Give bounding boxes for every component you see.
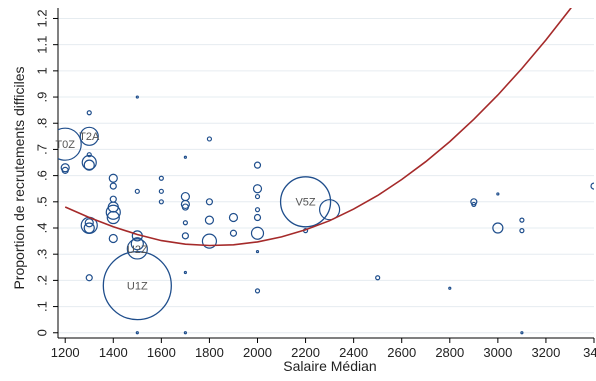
data-point [201,233,218,249]
data-point [590,182,594,190]
data-point [83,159,95,171]
data-point [519,228,525,234]
data-point [319,199,341,221]
data-point [126,238,148,260]
data-point [85,274,93,282]
y-tick-label: 1.2 [35,9,50,27]
data-label: U1Z [127,280,148,292]
x-tick-label: 340 [583,345,596,360]
fit-curve-layer [64,8,572,247]
data-label: U2Z [127,244,148,256]
x-tick-label: 1800 [195,345,224,360]
data-point [158,199,164,205]
data-point [204,215,215,225]
data-point [182,220,188,226]
y-tick-label: 1.1 [35,36,50,54]
gridlines [58,17,594,334]
data-point [228,212,239,223]
data-label: T2A [79,131,100,143]
data-point [86,152,92,158]
data-points [58,95,594,335]
data-point [109,182,117,190]
data-point [60,163,70,173]
x-tick-label: 1400 [99,345,128,360]
data-point [254,193,261,200]
data-point [106,210,120,225]
y-tick-label: 1 [35,67,50,74]
y-tick-label: .4 [35,223,50,234]
y-tick-label: .7 [35,144,50,155]
data-point [183,270,187,275]
x-tick-label: 2800 [435,345,464,360]
data-point [84,218,94,228]
y-tick-label: .3 [35,249,50,260]
data-point [250,226,265,240]
data-point [496,192,500,196]
data-point [448,286,452,290]
data-point [470,198,478,206]
data-point [252,184,263,194]
data-point [205,198,214,206]
plot-background [58,8,594,338]
data-point [108,233,118,244]
x-tick-label: 1200 [51,345,80,360]
data-point [254,207,261,213]
fit-curve [64,8,572,247]
data-point [135,331,139,335]
data-point [206,136,213,142]
y-tick-label: .1 [35,301,50,312]
data-point [81,154,97,171]
x-tick-label: 1600 [147,345,176,360]
x-tick-label: 3000 [483,345,512,360]
data-point [105,204,121,220]
data-point [108,173,118,183]
data-point [253,161,262,169]
data-point [183,331,187,335]
x-tick-label: 2600 [387,345,416,360]
data-point [83,222,95,234]
data-point [519,217,525,223]
y-tick-label: 0 [35,329,50,336]
axes: 0 .1 .2 .3 .4 .5 .6 .7 .8 .9 1 1.1 1.2 1200 1400 1600 18… [35,8,596,360]
data-point [229,229,238,237]
data-label: T0Z [55,139,75,151]
y-axis-label: Proportion de recrutements difficiles [11,66,27,289]
x-tick-label: 2200 [291,345,320,360]
y-tick-label: .8 [35,118,50,129]
data-point [375,275,381,281]
y-tick-label: .5 [35,196,50,207]
data-point [130,237,144,251]
y-tick-label: .2 [35,275,50,286]
x-axis-label: Salaire Médian [283,358,376,374]
data-point [134,188,140,194]
data-point [181,203,189,211]
data-point [520,331,524,335]
data-point [279,176,332,228]
data-point [183,155,187,159]
data-point [58,127,82,161]
data-point [158,188,164,194]
x-tick-label: 3200 [531,345,560,360]
y-tick-label: .6 [35,170,50,181]
data-point [254,288,261,294]
data-label: V5Z [295,197,315,209]
data-point [253,213,262,222]
data-point [181,232,189,240]
x-tick-label: 2400 [339,345,368,360]
data-point [492,222,504,234]
data-point [79,126,99,146]
data-point [471,201,477,208]
data-point [158,175,164,181]
data-point [180,199,190,210]
x-tick-label: 2000 [243,345,272,360]
data-point [255,249,260,254]
data-point [86,110,92,116]
data-point [135,95,139,99]
data-point [61,166,69,174]
data-point [102,250,172,321]
point-labels: T0Z T2A U2Z U1Z V5Z [55,131,316,292]
y-tick-label: .9 [35,92,50,103]
